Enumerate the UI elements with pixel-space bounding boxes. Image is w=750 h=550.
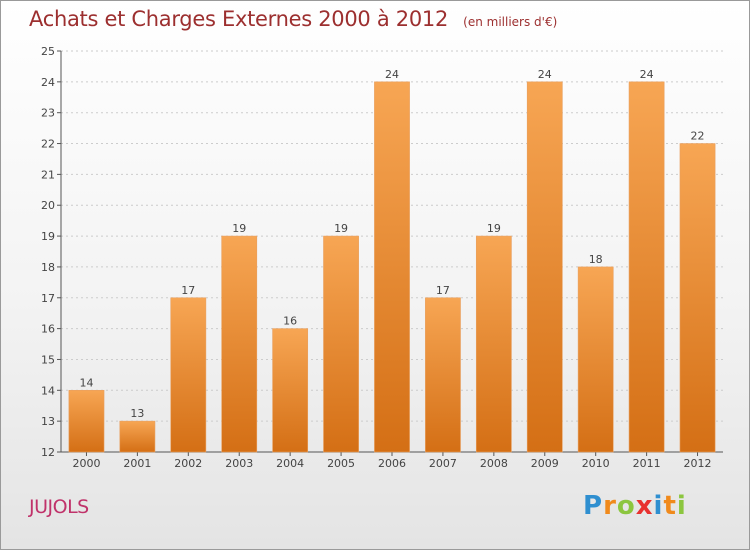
x-tick-label-2007: 2007 <box>429 457 457 470</box>
y-tick-label: 22 <box>41 138 55 151</box>
y-tick-label: 19 <box>41 230 55 243</box>
bar-2002 <box>170 297 207 453</box>
data-label-2007: 17 <box>436 284 450 297</box>
data-label-2001: 13 <box>130 407 144 420</box>
x-tick-label-2010: 2010 <box>582 457 610 470</box>
data-label-2012: 22 <box>691 130 705 143</box>
logo-letter: o <box>616 491 636 521</box>
x-tick-label-2003: 2003 <box>225 457 253 470</box>
place-name: JUJOLS <box>29 496 89 518</box>
chart-title: Achats et Charges Externes 2000 à 2012 <box>29 7 449 31</box>
bar-2006 <box>374 81 410 453</box>
data-label-2008: 19 <box>487 222 501 235</box>
x-tick-label-2005: 2005 <box>327 457 355 470</box>
bar-2001 <box>119 420 156 453</box>
y-tick-label: 16 <box>41 323 55 336</box>
y-tick-label: 20 <box>41 199 55 212</box>
y-tick-label: 24 <box>41 76 55 89</box>
bar-2003 <box>221 235 258 453</box>
bar-2012 <box>679 143 716 453</box>
logo-letter: t <box>663 491 677 521</box>
y-tick-label: 12 <box>41 446 55 459</box>
logo-letter: r <box>603 491 617 521</box>
x-tick-label-2004: 2004 <box>276 457 304 470</box>
data-label-2003: 19 <box>232 222 246 235</box>
label-layer: 12 13 14 15 16 17 18 19 20 21 22 23 24 25 14 2000 13 2001… <box>41 45 712 470</box>
logo-letter: i <box>653 491 664 521</box>
logo-letter: P <box>583 491 604 521</box>
y-tick-label: 25 <box>41 45 55 58</box>
data-label-2010: 18 <box>589 253 603 266</box>
data-label-2009: 24 <box>538 68 552 81</box>
chart-unit: (en milliers d'€) <box>463 15 558 29</box>
y-tick-label: 23 <box>41 107 55 120</box>
x-tick-label-2009: 2009 <box>531 457 559 470</box>
bar-2009 <box>526 81 563 453</box>
bar-2005 <box>323 235 359 453</box>
y-tick-label: 18 <box>41 261 55 274</box>
bar-2007 <box>425 297 461 453</box>
bar-2004 <box>272 328 309 453</box>
data-label-2004: 16 <box>283 315 297 328</box>
logo-letter: i <box>676 491 687 521</box>
y-tick-label: 15 <box>41 353 55 366</box>
x-tick-label-2002: 2002 <box>174 457 202 470</box>
bar-2000 <box>68 390 105 453</box>
x-tick-label-2001: 2001 <box>123 457 151 470</box>
data-label-2000: 14 <box>79 376 93 389</box>
data-label-2005: 19 <box>334 222 348 235</box>
chart-title-wrap: Achats et Charges Externes 2000 à 2012 (… <box>29 7 557 31</box>
data-label-2011: 24 <box>640 68 654 81</box>
bar-2008 <box>475 235 512 453</box>
bar-layer <box>68 81 716 453</box>
y-tick-label: 13 <box>41 415 55 428</box>
bar-2010 <box>577 266 614 453</box>
x-tick-label-2006: 2006 <box>378 457 406 470</box>
x-tick-label-2012: 2012 <box>684 457 712 470</box>
y-tick-label: 14 <box>41 384 55 397</box>
x-tick-label-2000: 2000 <box>72 457 100 470</box>
data-label-2002: 17 <box>181 284 195 297</box>
proxiti-logo: Proxiti <box>583 491 687 521</box>
y-tick-label: 17 <box>41 292 55 305</box>
logo-letter: x <box>635 491 654 521</box>
x-tick-label-2011: 2011 <box>633 457 661 470</box>
x-tick-label-2008: 2008 <box>480 457 508 470</box>
bar-2011 <box>628 81 665 453</box>
y-tick-label: 21 <box>41 168 55 181</box>
data-label-2006: 24 <box>385 68 399 81</box>
